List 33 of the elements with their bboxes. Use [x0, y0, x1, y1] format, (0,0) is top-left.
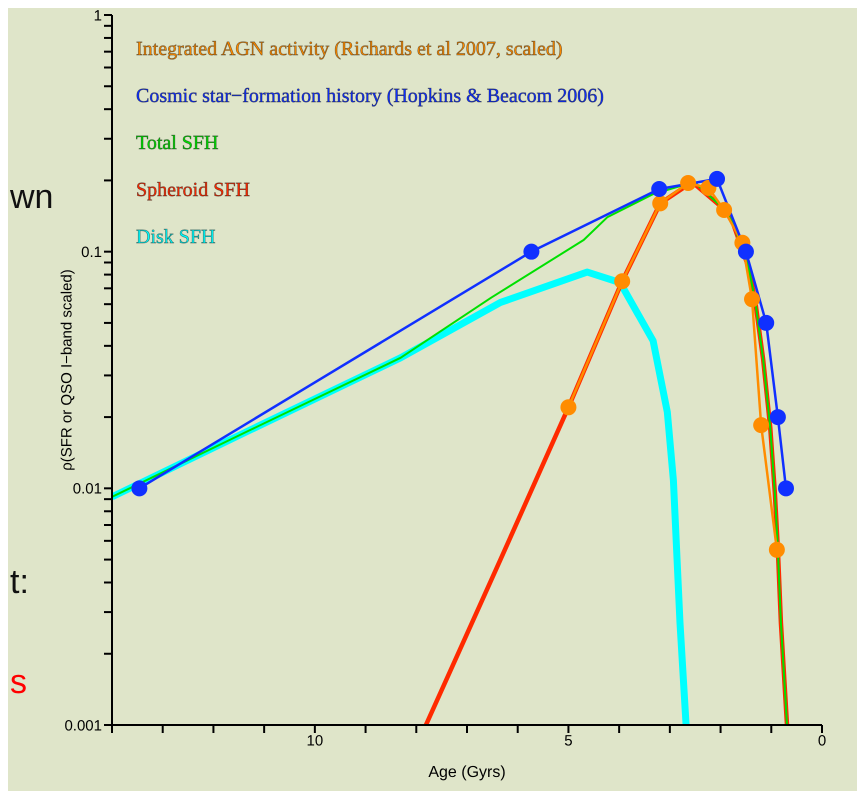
- point: [744, 291, 760, 308]
- text: wn: [10, 178, 54, 217]
- point: [738, 244, 754, 260]
- point: [768, 542, 785, 558]
- point: [614, 273, 630, 290]
- text: t:: [10, 563, 29, 602]
- point: [131, 480, 148, 496]
- point: [753, 417, 770, 434]
- y-tick-label: 0.1: [81, 244, 102, 261]
- point: [651, 180, 668, 197]
- point: [523, 244, 540, 260]
- text: Total SFH: [136, 132, 220, 156]
- point: [770, 409, 786, 426]
- x-axis-title: Age (Gyrs): [428, 764, 506, 781]
- point: [758, 314, 774, 331]
- text: Cosmic star−formation history (Hopkins & Beacom 2006): [136, 85, 604, 109]
- point: [560, 399, 576, 416]
- x-tick-label: 10: [306, 732, 324, 750]
- point: [680, 175, 696, 192]
- y-axis-title: ρ(SFR or QSO I−band scaled): [58, 269, 76, 471]
- text: Spheroid SFH: [136, 179, 251, 203]
- point: [709, 170, 726, 187]
- text: Disk SFH: [136, 226, 216, 250]
- text: s: [10, 663, 27, 702]
- y-tick-label: 0.001: [64, 717, 102, 734]
- y-tick-label: 0.01: [72, 480, 102, 498]
- point: [652, 195, 668, 212]
- x-tick-label: 5: [564, 732, 573, 750]
- y-tick-label: 1: [94, 7, 102, 24]
- x-tick-label: 0: [818, 732, 826, 750]
- text: Integrated AGN activity (Richards et al 2007, scaled): [136, 38, 564, 62]
- point: [716, 202, 732, 218]
- point: [778, 480, 794, 496]
